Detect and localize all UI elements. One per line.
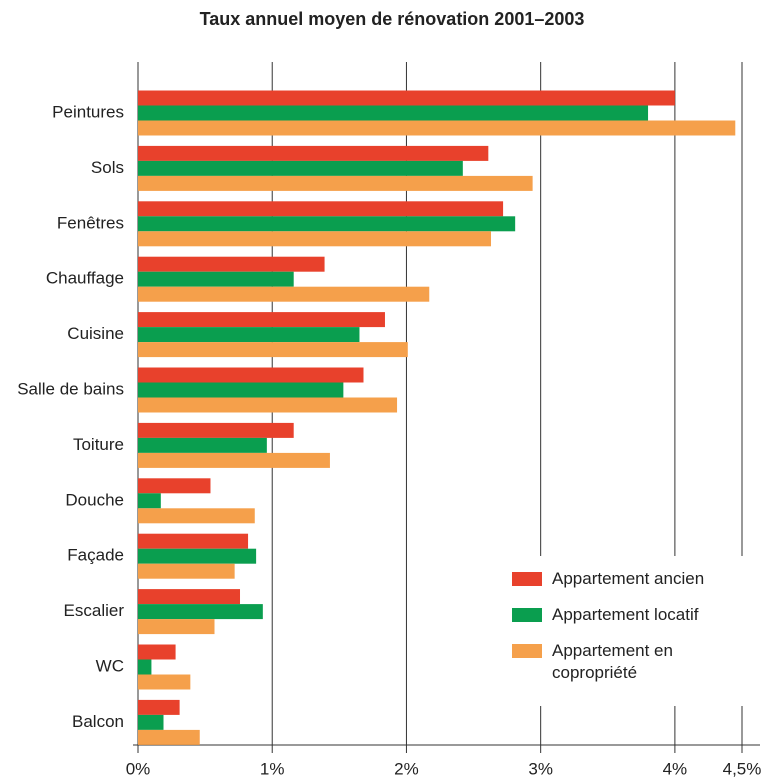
bar bbox=[138, 327, 360, 343]
bar bbox=[138, 619, 215, 635]
bar bbox=[138, 548, 257, 564]
bar bbox=[138, 589, 241, 605]
bar bbox=[138, 216, 516, 232]
bar bbox=[138, 452, 330, 468]
bar bbox=[138, 286, 430, 302]
bar bbox=[138, 729, 200, 745]
bar bbox=[138, 120, 736, 136]
bar bbox=[138, 175, 533, 191]
y-tick-label: Chauffage bbox=[46, 269, 124, 288]
legend-item: Appartement en copropriété bbox=[512, 640, 742, 684]
y-tick-label: WC bbox=[96, 656, 124, 675]
bar bbox=[138, 90, 675, 106]
bar bbox=[138, 105, 649, 121]
bar bbox=[138, 563, 235, 579]
y-tick-label: Escalier bbox=[64, 601, 125, 620]
y-tick-label: Balcon bbox=[72, 712, 124, 731]
bar bbox=[138, 508, 255, 524]
bar bbox=[138, 201, 504, 217]
y-tick-label: Salle de bains bbox=[17, 379, 124, 398]
bar bbox=[138, 256, 325, 272]
bar bbox=[138, 271, 294, 287]
legend-label: Appartement en copropriété bbox=[552, 641, 673, 682]
chart-title: Taux annuel moyen de rénovation 2001–200… bbox=[200, 9, 585, 29]
legend-item: Appartement ancien bbox=[512, 568, 742, 590]
bar bbox=[138, 699, 180, 715]
bar bbox=[138, 231, 492, 247]
x-tick-label: 0% bbox=[126, 759, 151, 778]
bar bbox=[138, 659, 152, 675]
y-tick-label: Douche bbox=[65, 490, 124, 509]
bar bbox=[138, 160, 463, 176]
legend-swatch bbox=[512, 572, 542, 586]
x-tick-label: 4,5% bbox=[723, 759, 762, 778]
bar bbox=[138, 312, 385, 328]
bar bbox=[138, 478, 211, 494]
legend-label: Appartement ancien bbox=[552, 569, 705, 588]
x-tick-label: 1% bbox=[260, 759, 285, 778]
bar bbox=[138, 604, 263, 620]
bar bbox=[138, 493, 161, 509]
legend-swatch bbox=[512, 608, 542, 622]
y-tick-label: Sols bbox=[91, 158, 124, 177]
x-tick-label: 4% bbox=[663, 759, 688, 778]
bar bbox=[138, 714, 164, 730]
legend-swatch bbox=[512, 644, 542, 658]
x-tick-label: 3% bbox=[528, 759, 553, 778]
legend-label: Appartement locatif bbox=[552, 605, 699, 624]
y-tick-label: Fenêtres bbox=[57, 213, 124, 232]
y-tick-label: Toiture bbox=[73, 435, 124, 454]
bar bbox=[138, 533, 249, 549]
x-tick-label: 2% bbox=[394, 759, 419, 778]
y-tick-label: Peintures bbox=[52, 102, 124, 121]
bar bbox=[138, 342, 408, 358]
legend: Appartement ancien Appartement locatif App… bbox=[508, 556, 746, 706]
bar bbox=[138, 145, 489, 161]
bar bbox=[138, 382, 344, 398]
bar bbox=[138, 437, 267, 453]
bar bbox=[138, 644, 176, 660]
bar bbox=[138, 422, 294, 438]
y-tick-label: Cuisine bbox=[67, 324, 124, 343]
legend-item: Appartement locatif bbox=[512, 604, 742, 626]
y-tick-label: Façade bbox=[67, 546, 124, 565]
bar bbox=[138, 674, 191, 690]
bar bbox=[138, 367, 364, 383]
bar bbox=[138, 397, 398, 413]
